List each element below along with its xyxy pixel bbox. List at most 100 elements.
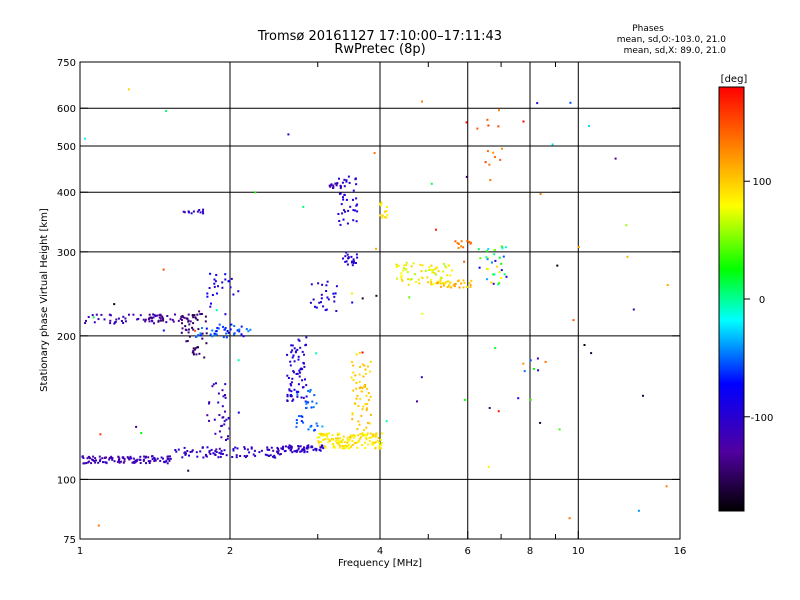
data-point-801 <box>355 253 358 256</box>
data-point-682 <box>289 395 292 398</box>
data-point-679 <box>290 344 293 347</box>
y-tick-label-6: 600 <box>57 104 76 115</box>
data-point-27 <box>139 455 142 458</box>
data-point-724 <box>310 406 313 409</box>
data-point-54 <box>94 461 97 464</box>
data-point-280 <box>348 443 351 446</box>
data-point-823 <box>335 182 338 185</box>
data-point-649 <box>298 369 301 372</box>
data-point-1131 <box>583 344 586 346</box>
data-point-290 <box>323 445 326 448</box>
data-point-75 <box>105 462 108 465</box>
data-point-612 <box>214 432 217 435</box>
colorbar <box>718 86 745 512</box>
data-point-603 <box>213 418 216 421</box>
data-point-1148 <box>215 309 218 312</box>
data-point-237 <box>295 450 298 453</box>
data-point-971 <box>465 285 468 288</box>
data-point-1114 <box>127 88 130 91</box>
data-point-723 <box>302 421 305 424</box>
data-point-808 <box>356 256 359 259</box>
data-point-183 <box>273 454 276 457</box>
data-point-1020 <box>503 273 506 276</box>
data-point-545 <box>249 328 252 331</box>
data-point-662 <box>288 388 291 391</box>
data-point-500 <box>204 320 207 323</box>
data-point-788 <box>345 198 348 201</box>
data-point-77 <box>94 457 97 460</box>
data-point-819 <box>334 182 337 185</box>
data-point-755 <box>344 210 347 213</box>
data-point-1071 <box>499 158 502 161</box>
data-point-883 <box>358 373 361 376</box>
x-axis-ticks: 1 2 4 6 8 10 16 <box>77 62 686 557</box>
data-point-812 <box>346 253 349 256</box>
data-point-725 <box>305 406 308 409</box>
data-point-345 <box>377 436 380 439</box>
data-point-388 <box>372 434 375 437</box>
data-point-572 <box>213 282 216 285</box>
data-point-1018 <box>498 256 501 259</box>
data-point-905 <box>400 272 403 275</box>
data-point-996 <box>439 280 442 283</box>
data-point-299 <box>366 434 368 436</box>
data-point-147 <box>202 456 205 459</box>
data-point-910 <box>402 269 405 272</box>
data-point-422 <box>136 318 139 321</box>
data-point-49 <box>142 458 145 461</box>
x-tick-label-1: 2 <box>227 546 233 557</box>
data-point-771 <box>352 219 355 222</box>
data-point-947 <box>419 263 422 266</box>
data-point-897 <box>190 212 193 215</box>
data-point-291 <box>346 436 349 439</box>
data-point-116 <box>214 450 217 453</box>
data-point-7 <box>98 455 101 458</box>
data-point-805 <box>346 263 349 266</box>
data-point-526 <box>199 334 202 337</box>
data-point-101 <box>151 455 153 458</box>
colorbar-tick-label-0: 100 <box>752 177 771 188</box>
data-point-1028 <box>505 246 508 249</box>
data-point-484 <box>200 313 203 315</box>
data-point-711 <box>315 402 318 405</box>
data-point-939 <box>449 274 452 277</box>
data-point-276 <box>317 440 320 443</box>
data-point-870 <box>368 422 371 425</box>
data-point-83 <box>154 459 157 462</box>
data-point-397 <box>320 433 323 435</box>
data-point-419 <box>124 317 127 320</box>
data-point-52 <box>167 457 170 460</box>
data-point-1053 <box>381 215 384 218</box>
data-point-735 <box>324 309 327 312</box>
data-point-894 <box>202 212 205 215</box>
data-point-1003 <box>462 246 465 249</box>
data-point-600 <box>225 418 228 421</box>
data-point-995 <box>452 284 455 287</box>
data-point-639 <box>298 339 301 342</box>
data-point-632 <box>305 336 308 339</box>
data-point-253 <box>315 449 318 452</box>
data-point-972 <box>444 281 447 284</box>
data-point-582 <box>217 285 219 288</box>
data-point-1094 <box>92 316 95 319</box>
data-point-175 <box>246 448 249 451</box>
data-point-281 <box>342 435 345 438</box>
data-point-828 <box>369 360 372 363</box>
phases-x-stats: mean, sd,X: 89.0, 21.0 <box>624 46 727 56</box>
data-point-782 <box>343 209 345 212</box>
data-point-673 <box>291 377 294 380</box>
data-point-760 <box>338 220 341 222</box>
phases-heading: Phases <box>632 24 664 34</box>
data-point-864 <box>365 372 367 375</box>
data-point-313 <box>357 434 360 437</box>
data-point-938 <box>420 270 423 273</box>
data-point-269 <box>334 437 337 440</box>
data-point-1078 <box>523 370 526 373</box>
data-point-476 <box>181 316 184 319</box>
data-point-1032 <box>486 258 489 261</box>
data-point-137 <box>236 447 239 450</box>
data-point-613 <box>222 395 225 398</box>
data-point-794 <box>344 255 347 258</box>
data-point-985 <box>439 282 442 285</box>
data-point-534 <box>245 328 248 331</box>
